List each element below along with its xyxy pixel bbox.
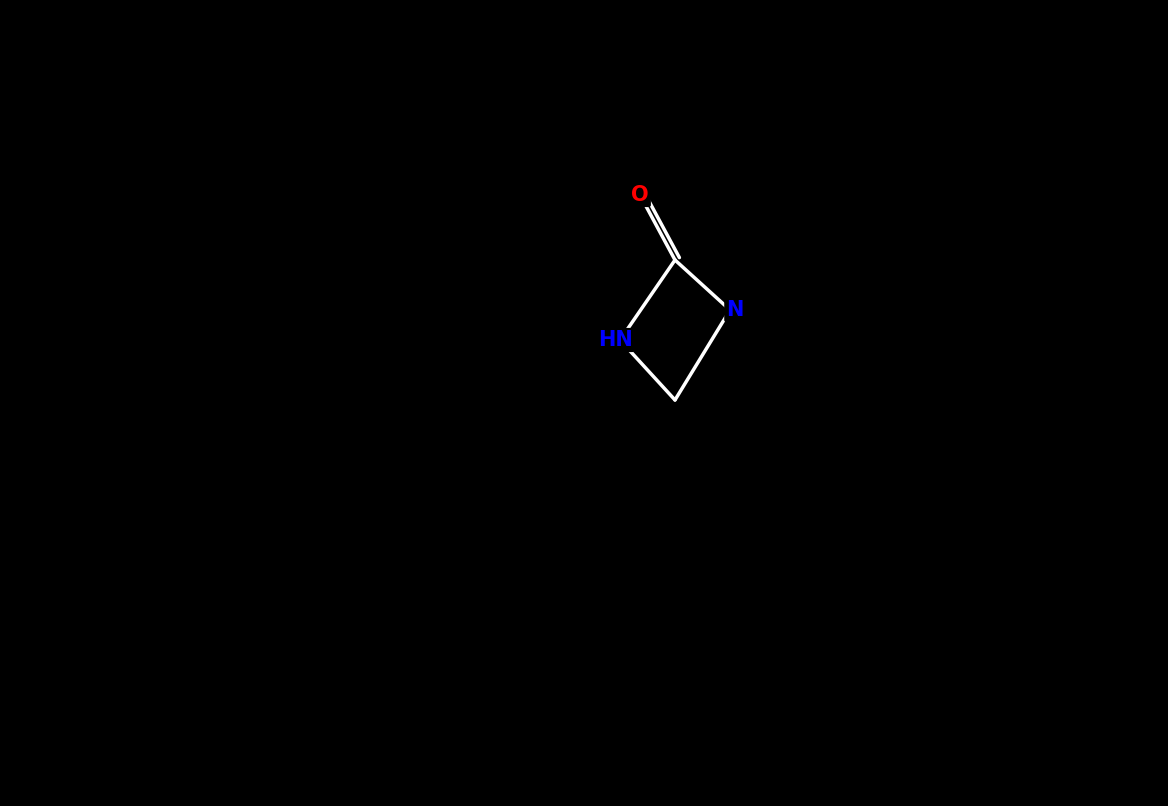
Text: N: N [726,300,744,320]
Text: O: O [631,185,648,205]
Text: HN: HN [598,330,632,350]
